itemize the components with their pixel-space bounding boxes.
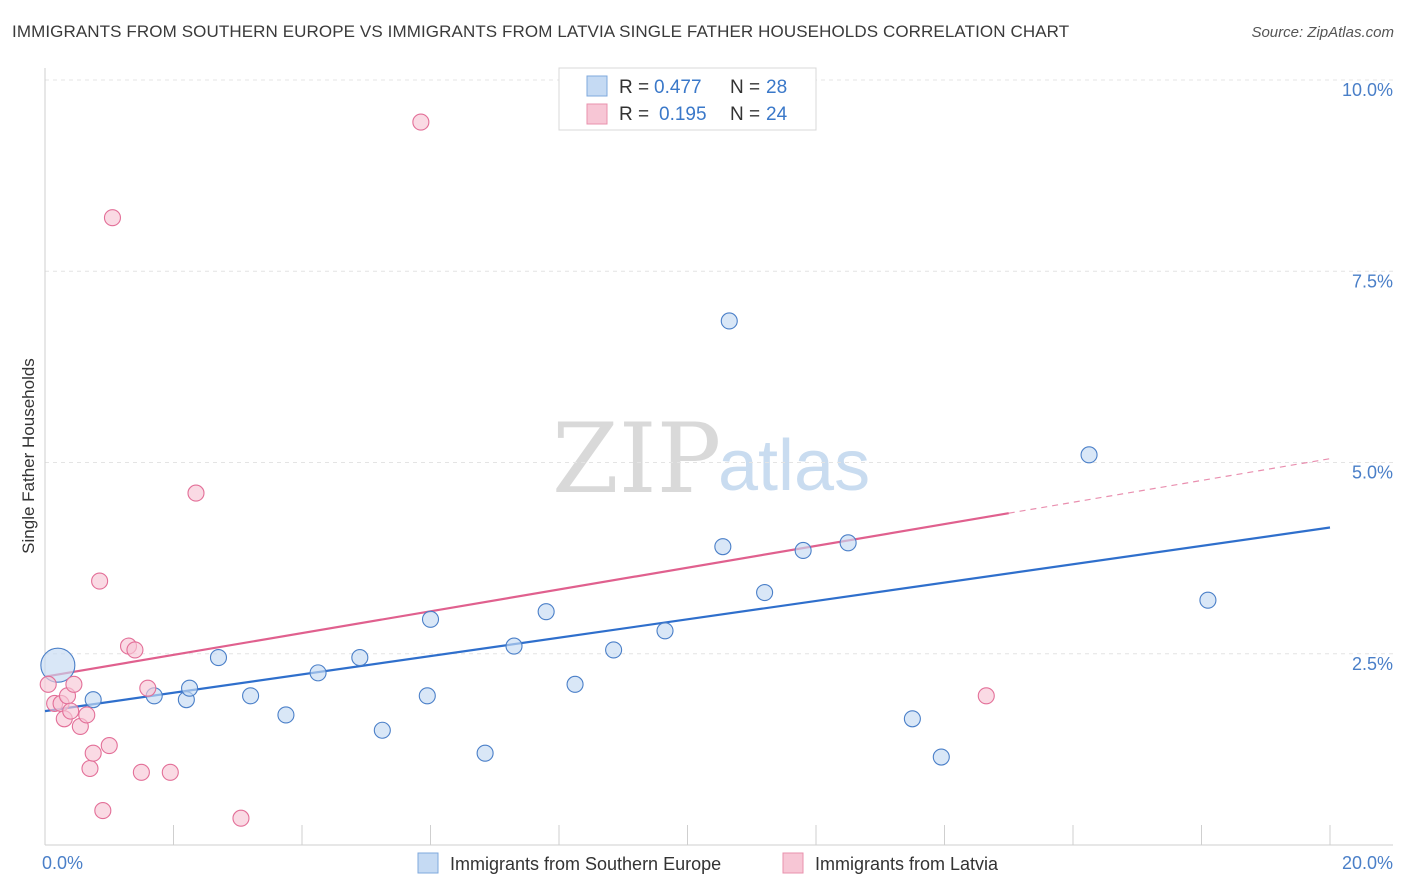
data-points xyxy=(39,113,1217,827)
point-series-1-0 xyxy=(39,675,57,693)
point-series-1-14 xyxy=(103,209,122,227)
point-series-0-15 xyxy=(537,603,555,621)
bottom-legend-swatch-southern-europe xyxy=(417,852,439,874)
watermark-atlas: atlas xyxy=(718,426,870,506)
x-tick-labels: 0.0% 20.0% xyxy=(42,853,1393,873)
point-series-0-16 xyxy=(566,675,584,693)
point-series-0-6 xyxy=(242,687,260,705)
point-series-0-9 xyxy=(351,649,369,667)
point-series-0-10 xyxy=(373,721,391,739)
point-series-0-22 xyxy=(794,541,812,560)
legend-r-value-southern-europe: 0.477 xyxy=(654,77,702,98)
y-tick-label-3: 10.0% xyxy=(1342,80,1393,100)
point-series-0-8 xyxy=(309,664,327,682)
y-tick-label-0: 2.5% xyxy=(1352,654,1393,674)
watermark-zip: ZIP xyxy=(552,403,721,515)
point-series-0-0 xyxy=(40,647,76,683)
point-series-0-23 xyxy=(839,534,857,552)
point-series-0-19 xyxy=(714,538,732,556)
point-series-1-11 xyxy=(91,572,109,590)
x-tick-label-max: 20.0% xyxy=(1342,853,1393,873)
point-series-1-23 xyxy=(977,687,995,705)
watermark: ZIP atlas xyxy=(552,403,870,515)
point-series-1-20 xyxy=(187,484,205,502)
trend-line-0 xyxy=(44,526,1331,713)
y-tick-label-2: 7.5% xyxy=(1352,271,1393,291)
point-series-0-14 xyxy=(505,637,523,655)
point-series-0-27 xyxy=(1199,591,1217,609)
legend-r-label-1: R = xyxy=(619,77,649,98)
point-series-0-24 xyxy=(903,710,921,728)
point-series-0-1 xyxy=(84,691,102,709)
point-series-0-11 xyxy=(418,687,436,705)
point-series-0-13 xyxy=(476,744,494,762)
point-series-0-17 xyxy=(605,641,623,659)
point-series-1-6 xyxy=(65,675,83,693)
point-series-1-12 xyxy=(94,802,112,820)
gridlines xyxy=(45,79,1393,655)
source-credit: Source: ZipAtlas.com xyxy=(1251,24,1394,41)
point-series-0-12 xyxy=(421,610,440,628)
point-series-1-22 xyxy=(412,113,430,131)
legend-n-label-1: N = xyxy=(730,77,760,98)
x-tick-label-min: 0.0% xyxy=(42,853,83,873)
point-series-0-5 xyxy=(209,649,228,667)
legend-r-value-latvia: 0.195 xyxy=(659,104,707,125)
point-series-1-21 xyxy=(232,809,250,827)
axes xyxy=(44,68,1393,846)
bottom-legend-swatch-latvia xyxy=(782,852,804,874)
legend-n-label-2: N = xyxy=(730,104,760,125)
y-axis-label: Single Father Households xyxy=(19,358,38,554)
legend-n-value-southern-europe: 28 xyxy=(766,77,787,98)
y-tick-labels: 2.5% 5.0% 7.5% 10.0% xyxy=(1342,80,1393,674)
stats-legend: R = 0.477 N = 28 R = 0.195 N = 24 xyxy=(558,67,817,131)
legend-swatch-southern-europe xyxy=(586,75,608,97)
point-series-1-8 xyxy=(78,706,96,724)
legend-r-label-2: R = xyxy=(619,104,649,125)
point-series-1-16 xyxy=(126,641,144,659)
point-series-0-25 xyxy=(932,748,950,766)
point-series-1-13 xyxy=(100,736,118,755)
point-series-0-21 xyxy=(756,583,774,602)
trend-line-extension-1 xyxy=(1008,458,1331,514)
point-series-1-19 xyxy=(161,763,179,781)
point-series-1-17 xyxy=(132,763,150,781)
series-legend: Immigrants from Southern Europe Immigran… xyxy=(417,852,999,874)
point-series-0-20 xyxy=(720,312,738,330)
point-series-0-4 xyxy=(181,679,199,697)
point-series-1-9 xyxy=(81,759,99,778)
legend-n-value-latvia: 24 xyxy=(766,104,788,125)
point-series-0-7 xyxy=(277,706,295,724)
chart-title: IMMIGRANTS FROM SOUTHERN EUROPE VS IMMIG… xyxy=(12,22,1070,41)
bottom-legend-label-southern-europe: Immigrants from Southern Europe xyxy=(450,854,721,874)
point-series-1-18 xyxy=(139,679,157,697)
bottom-legend-label-latvia: Immigrants from Latvia xyxy=(815,854,999,874)
y-tick-label-1: 5.0% xyxy=(1352,463,1393,483)
point-series-1-10 xyxy=(84,744,102,762)
point-series-0-18 xyxy=(656,622,674,640)
legend-swatch-latvia xyxy=(586,103,608,125)
point-series-0-26 xyxy=(1080,446,1098,464)
point-series-1-5 xyxy=(62,702,80,720)
